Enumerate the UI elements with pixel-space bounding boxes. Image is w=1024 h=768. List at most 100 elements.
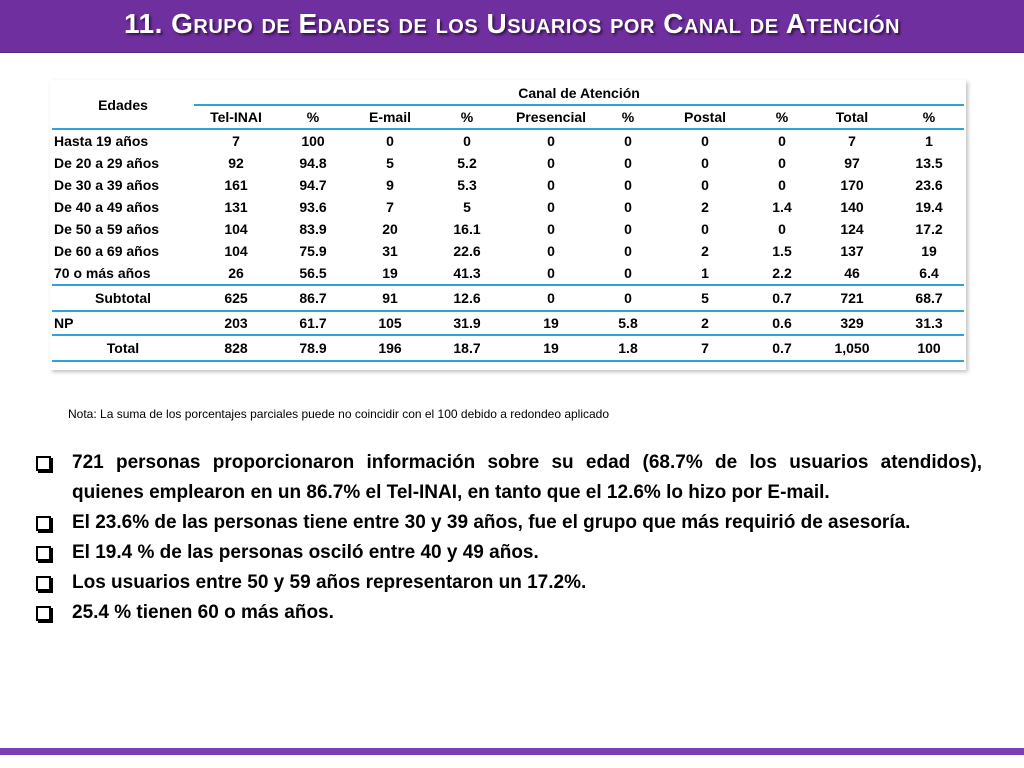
table-row: Subtotal 625 86.7 91 12.6 0 0 5 0.7 721 68.7 bbox=[52, 284, 965, 311]
table-cell: 2 bbox=[701, 199, 709, 215]
table-cell: 16.1 bbox=[453, 221, 481, 237]
table-cell: 5.8 bbox=[600, 310, 656, 335]
bullet-item: El 23.6% de las personas tiene entre 30 … bbox=[36, 508, 982, 538]
table-cell: 0 bbox=[547, 199, 555, 215]
table-cell: 0 bbox=[600, 284, 656, 311]
column-header: E-mail bbox=[348, 104, 432, 130]
title-bar: 11. Grupo de Edades de los Usuarios por … bbox=[0, 0, 1024, 53]
table-cell: 46 bbox=[844, 265, 860, 281]
table-cell: 97 bbox=[844, 155, 860, 171]
table-cell: 9 bbox=[386, 177, 394, 193]
table-cell: 1 bbox=[701, 265, 709, 281]
table-cell: 75.9 bbox=[299, 243, 327, 259]
table-cell: 31 bbox=[382, 243, 398, 259]
bullet-item: 721 personas proporcionaron información … bbox=[36, 448, 982, 508]
table-cell: 94.7 bbox=[299, 177, 327, 193]
column-header: % bbox=[600, 104, 656, 130]
table-cell: 0 bbox=[624, 133, 632, 149]
table-cell: 196 bbox=[348, 334, 432, 362]
table-cell: 2.2 bbox=[772, 265, 792, 281]
bullet-text: 25.4 % tienen 60 o más años. bbox=[72, 602, 334, 623]
column-header: % bbox=[894, 104, 965, 130]
table-cell: 83.9 bbox=[299, 221, 327, 237]
table-cell: 1.8 bbox=[600, 334, 656, 362]
table-cell: 86.7 bbox=[278, 284, 348, 311]
table-cell: 19 bbox=[502, 334, 600, 362]
row-label: 70 o más años bbox=[54, 265, 151, 281]
table-cell: 5.3 bbox=[457, 177, 477, 193]
column-header: Presencial bbox=[502, 104, 600, 130]
column-header: % bbox=[754, 104, 810, 130]
table-cell: 19.4 bbox=[915, 199, 943, 215]
table-cell: 721 bbox=[810, 284, 894, 311]
age-channel-table-panel: Edades Canal de Atención Tel-INAI % E-ma… bbox=[50, 80, 966, 370]
table-cell: 203 bbox=[194, 310, 278, 335]
table-cell: 170 bbox=[840, 177, 864, 193]
table-cell: 19 bbox=[502, 310, 600, 335]
table-cell: 100 bbox=[894, 334, 965, 362]
table-cell: 0 bbox=[547, 265, 555, 281]
table-cell: 68.7 bbox=[894, 284, 965, 311]
table-cell: 0 bbox=[386, 133, 394, 149]
table-cell: 7 bbox=[656, 334, 754, 362]
table-cell: 1.5 bbox=[772, 243, 792, 259]
row-label: Total bbox=[52, 334, 194, 362]
table-cell: 124 bbox=[840, 221, 864, 237]
table-cell: 0 bbox=[502, 284, 600, 311]
table-cell: 7 bbox=[848, 133, 856, 149]
row-label: Hasta 19 años bbox=[54, 133, 149, 149]
table-cell: 7 bbox=[386, 199, 394, 215]
table-cell: 131 bbox=[224, 199, 248, 215]
table-cell: 329 bbox=[810, 310, 894, 335]
column-header: % bbox=[432, 104, 502, 130]
slide-title: 11. Grupo de Edades de los Usuarios por … bbox=[123, 8, 900, 39]
table-cell: 625 bbox=[194, 284, 278, 311]
table-cell: 1,050 bbox=[810, 334, 894, 362]
table-cell: 20 bbox=[382, 221, 398, 237]
table-cell: 104 bbox=[224, 221, 248, 237]
row-label: De 60 a 69 años bbox=[54, 243, 160, 259]
table-cell: 7 bbox=[232, 133, 240, 149]
table-cell: 0.7 bbox=[754, 334, 810, 362]
edades-header: Edades bbox=[52, 82, 194, 130]
table-cell: 140 bbox=[840, 199, 864, 215]
table-row: Hasta 19 años 7 100 0 0 0 0 0 0 7 1 bbox=[52, 129, 964, 152]
bullet-item: 25.4 % tienen 60 o más años. bbox=[36, 598, 982, 628]
table-cell: 92 bbox=[228, 155, 244, 171]
table-cell: 0 bbox=[701, 155, 709, 171]
table-cell: 0 bbox=[547, 221, 555, 237]
column-header: Postal bbox=[656, 104, 754, 130]
column-header: Tel-INAI bbox=[194, 104, 278, 130]
checkbox-bullet-icon bbox=[36, 576, 51, 591]
table-cell: 0.6 bbox=[754, 310, 810, 335]
table-cell: 0 bbox=[547, 155, 555, 171]
checkbox-bullet-icon bbox=[36, 456, 51, 471]
checkbox-bullet-icon bbox=[36, 606, 51, 621]
table-cell: 0 bbox=[701, 221, 709, 237]
table-cell: 0 bbox=[624, 243, 632, 259]
bottom-bar bbox=[0, 748, 1024, 755]
row-label: De 30 a 39 años bbox=[54, 177, 160, 193]
table-cell: 105 bbox=[348, 310, 432, 335]
bullet-text: Los usuarios entre 50 y 59 años represen… bbox=[72, 572, 587, 593]
table-cell: 828 bbox=[194, 334, 278, 362]
table-cell: 19 bbox=[382, 265, 398, 281]
table-cell: 18.7 bbox=[432, 334, 502, 362]
table-cell: 0 bbox=[624, 265, 632, 281]
table-cell: 56.5 bbox=[299, 265, 327, 281]
table-cell: 17.2 bbox=[915, 221, 943, 237]
table-cell: 0 bbox=[624, 199, 632, 215]
table-cell: 1 bbox=[925, 133, 933, 149]
row-label: NP bbox=[52, 310, 194, 335]
table-cell: 5.2 bbox=[457, 155, 477, 171]
table-cell: 0 bbox=[778, 221, 786, 237]
table-cell: 5 bbox=[656, 284, 754, 311]
table-cell: 0 bbox=[778, 133, 786, 149]
table-row: De 50 a 59 años 104 83.9 20 16.1 0 0 0 0 124 17.2 bbox=[52, 218, 964, 240]
age-channel-table: Edades Canal de Atención Tel-INAI % E-ma… bbox=[52, 82, 965, 362]
table-cell: 93.6 bbox=[299, 199, 327, 215]
table-cell: 0 bbox=[701, 133, 709, 149]
table-row: De 60 a 69 años 104 75.9 31 22.6 0 0 2 1.5 137 19 bbox=[52, 240, 964, 262]
bullet-list: 721 personas proporcionaron información … bbox=[36, 448, 982, 628]
table-row: De 30 a 39 años 161 94.7 9 5.3 0 0 0 0 170 23.6 bbox=[52, 174, 964, 196]
